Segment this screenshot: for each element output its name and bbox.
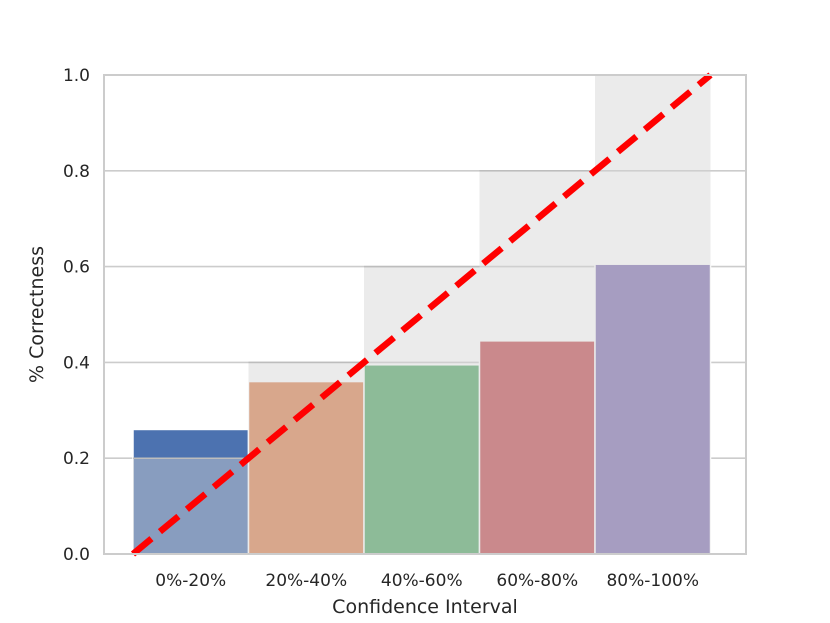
diagonal-layer (130, 72, 713, 557)
accuracy-bar (594, 263, 712, 555)
frame-layer (103, 74, 747, 555)
perfect-calibration-line (130, 72, 713, 557)
x-tick-label: 40%-60% (381, 571, 463, 591)
x-tick-label: 60%-80% (496, 571, 578, 591)
x-axis-label: Confidence Interval (332, 596, 518, 618)
y-tick-label: 0.8 (63, 162, 90, 182)
y-tick-label: 0.6 (63, 258, 90, 278)
y-axis-label: % Correctness (26, 246, 48, 383)
y-tick-label: 0.0 (63, 545, 90, 565)
expected-layer (133, 74, 711, 555)
x-tick-label: 80%-100% (606, 571, 699, 591)
bar-layer (132, 263, 712, 555)
plot-frame (103, 74, 747, 555)
accuracy-bar (478, 340, 596, 555)
expected-bar (595, 75, 711, 554)
y-tick-label: 1.0 (63, 66, 90, 86)
expected-bar (364, 266, 480, 554)
y-tick-labels: 0.0 0.2 0.4 0.6 0.8 1.0 (63, 66, 90, 565)
expected-bar (479, 170, 595, 555)
x-tick-labels: 0%-20% 20%-40% 40%-60% 60%-80% 80%-100% (155, 571, 699, 591)
y-tick-label: 0.2 (63, 449, 90, 469)
x-tick-label: 20%-40% (265, 571, 347, 591)
expected-bar (248, 362, 364, 554)
x-tick-label: 0%-20% (155, 571, 226, 591)
y-tick-label: 0.4 (63, 353, 90, 373)
